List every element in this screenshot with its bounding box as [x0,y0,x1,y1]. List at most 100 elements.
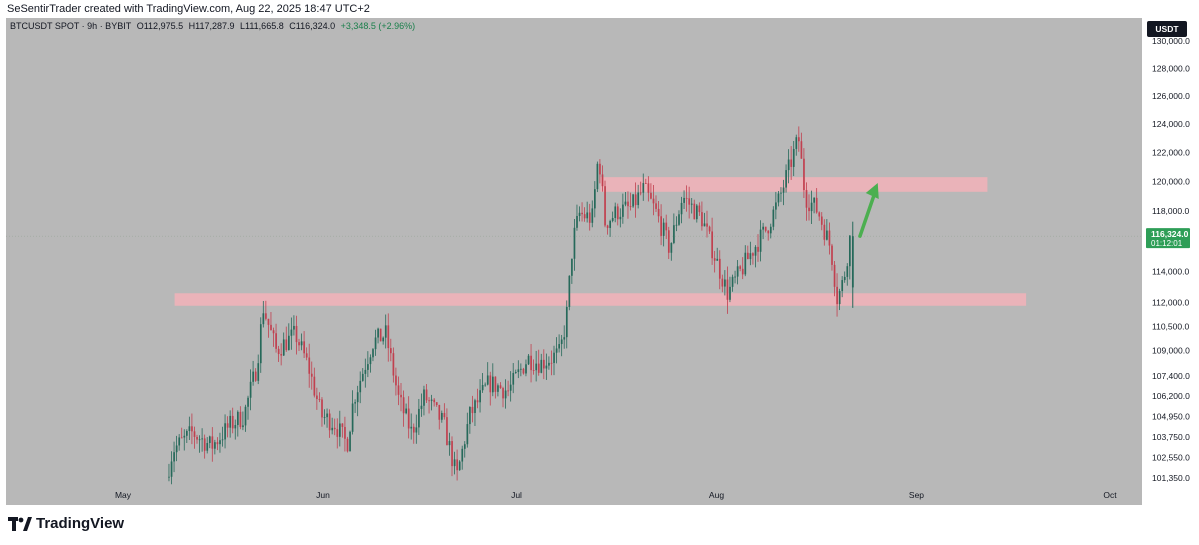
candle [619,216,622,220]
candle [637,192,640,206]
candle [769,226,772,234]
candle [565,306,568,338]
candle [499,385,502,389]
candle [662,222,665,236]
candle [226,423,229,428]
candle [673,225,675,243]
candle [458,461,461,471]
price-scale[interactable] [1142,18,1193,505]
candle [310,373,313,377]
candle [550,362,553,364]
chart-pane[interactable] [6,18,1142,505]
candle [815,197,818,213]
candle [785,170,787,188]
candle [522,368,525,374]
candle [675,224,678,226]
y-tick-label: 106,200.0 [1152,391,1190,401]
candle [747,252,749,260]
candle [313,376,316,396]
x-tick-layer: May Jun Jul Aug Sep Oct [115,490,1117,500]
candle [512,372,515,385]
candle [372,349,374,358]
candle [553,352,555,363]
candle [295,325,298,343]
candle [634,194,637,206]
candle [823,224,826,240]
candle [718,258,721,279]
candle [231,415,234,429]
candle [430,399,433,401]
candle [318,399,321,400]
candle [594,189,596,209]
candle [384,325,387,338]
candle [690,203,693,205]
candle [374,337,377,350]
candle [244,406,247,426]
candle [463,444,466,449]
candle [461,448,464,462]
candle [795,137,798,149]
candle [716,258,719,261]
candle [333,427,336,430]
candle [599,163,601,175]
candle [688,198,691,205]
candle [655,203,657,209]
currency-button[interactable]: USDT [1147,21,1187,37]
candle [415,427,418,433]
candle [665,222,668,231]
candle [298,342,300,346]
candle [509,384,512,391]
resistance-zone [600,177,988,192]
candle [851,236,854,288]
candle [507,390,510,392]
candle [629,206,632,207]
candle [708,226,711,232]
candle [706,223,708,227]
tradingview-brand[interactable]: TradingView [8,515,124,532]
candle [198,439,201,441]
zone-layer [174,177,1027,306]
candle [239,411,242,428]
candle [808,207,810,212]
tradingview-logo-icon [8,516,32,531]
candle [224,423,226,440]
candle [792,148,795,167]
candle [780,192,782,194]
candle [331,427,334,431]
candle [504,390,507,399]
candle [402,397,405,414]
ohlc-close: C116,324.0 [289,21,336,31]
y-tick-label: 102,550.0 [1152,452,1190,462]
ohlc-open: O112,975.5 [136,21,184,31]
candle [764,226,767,231]
ohlc-change: +3,348.5 (+2.96%) [340,21,416,31]
candle [555,348,558,353]
candle [772,209,775,227]
candle [805,190,808,208]
candle [446,417,448,446]
candle [734,276,736,278]
x-tick-label: Jun [316,490,330,500]
candle [537,363,540,373]
candle [219,440,221,445]
candle [267,318,270,325]
candle [326,413,328,418]
candle [328,413,331,431]
candle [576,215,578,228]
candle [543,359,545,369]
candle [624,201,627,205]
candle [435,402,438,406]
y-tick-label: 104,950.0 [1152,412,1190,422]
candle [400,394,402,398]
candle [397,385,400,395]
candle [736,266,739,277]
candle [652,198,655,204]
candle [775,202,777,210]
candle [787,159,790,171]
candle [265,313,267,319]
candle [275,333,277,349]
y-tick-label: 130,000.0 [1152,36,1190,46]
symbol-legend[interactable]: BTCUSDT SPOT · 9h · BYBIT O112,975.5 H11… [10,21,418,31]
candle [650,192,652,199]
